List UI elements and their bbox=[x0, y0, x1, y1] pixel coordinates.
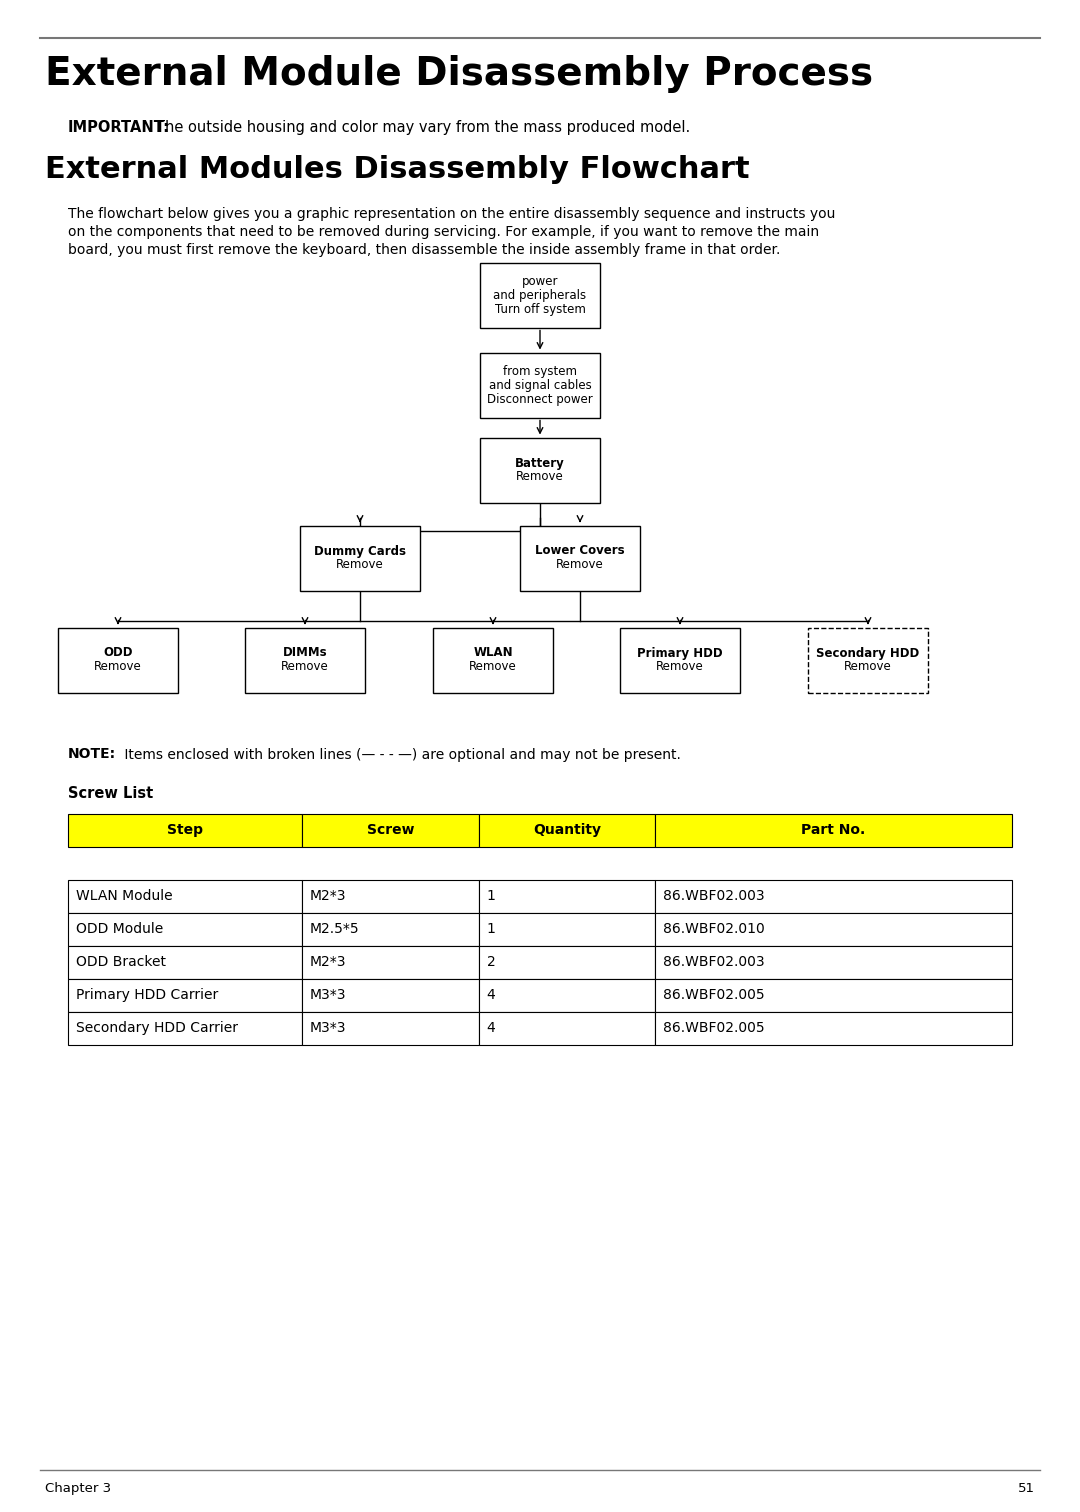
Text: External Module Disassembly Process: External Module Disassembly Process bbox=[45, 54, 873, 94]
Text: 86.WBF02.005: 86.WBF02.005 bbox=[663, 1021, 765, 1036]
Bar bbox=[519, 526, 640, 591]
Text: Part No.: Part No. bbox=[801, 823, 866, 838]
Text: 4: 4 bbox=[487, 987, 496, 1002]
Text: 1: 1 bbox=[487, 889, 496, 903]
Text: 51: 51 bbox=[1018, 1482, 1035, 1495]
Bar bbox=[656, 880, 1012, 913]
Text: ODD Module: ODD Module bbox=[76, 922, 163, 936]
Text: Screw List: Screw List bbox=[68, 786, 153, 800]
Text: WLAN Module: WLAN Module bbox=[76, 889, 173, 903]
Text: Remove: Remove bbox=[657, 661, 704, 673]
Text: board, you must first remove the keyboard, then disassemble the inside assembly : board, you must first remove the keyboar… bbox=[68, 243, 781, 257]
Text: M2*3: M2*3 bbox=[310, 956, 347, 969]
Text: Lower Covers: Lower Covers bbox=[536, 544, 625, 558]
Text: WLAN: WLAN bbox=[473, 647, 513, 659]
Text: Secondary HDD Carrier: Secondary HDD Carrier bbox=[76, 1021, 238, 1036]
Text: 2: 2 bbox=[487, 956, 496, 969]
Text: Chapter 3: Chapter 3 bbox=[45, 1482, 111, 1495]
Text: Disconnect power: Disconnect power bbox=[487, 393, 593, 405]
Text: Primary HDD Carrier: Primary HDD Carrier bbox=[76, 987, 218, 1002]
Text: Remove: Remove bbox=[281, 661, 329, 673]
Text: ODD Bracket: ODD Bracket bbox=[76, 956, 166, 969]
Bar bbox=[68, 945, 302, 978]
Bar bbox=[478, 978, 656, 1012]
Text: Remove: Remove bbox=[336, 558, 383, 572]
Text: Items enclosed with broken lines (— - - —) are optional and may not be present.: Items enclosed with broken lines (— - - … bbox=[120, 747, 680, 762]
Bar bbox=[302, 813, 478, 847]
Text: Battery: Battery bbox=[515, 457, 565, 470]
Bar bbox=[302, 978, 478, 1012]
Bar bbox=[480, 437, 600, 502]
Text: M3*3: M3*3 bbox=[310, 1021, 347, 1036]
Bar bbox=[300, 526, 420, 591]
Bar bbox=[656, 1012, 1012, 1045]
Text: Remove: Remove bbox=[94, 661, 141, 673]
Bar bbox=[68, 978, 302, 1012]
Text: Quantity: Quantity bbox=[532, 823, 600, 838]
Text: Remove: Remove bbox=[556, 558, 604, 572]
Text: Remove: Remove bbox=[469, 661, 517, 673]
Bar bbox=[302, 880, 478, 913]
Bar bbox=[620, 627, 740, 692]
Text: 86.WBF02.003: 86.WBF02.003 bbox=[663, 889, 765, 903]
Bar bbox=[480, 263, 600, 328]
Text: Secondary HDD: Secondary HDD bbox=[816, 647, 920, 659]
Text: power: power bbox=[522, 275, 558, 287]
Text: 86.WBF02.005: 86.WBF02.005 bbox=[663, 987, 765, 1002]
Text: from system: from system bbox=[503, 364, 577, 378]
Text: The flowchart below gives you a graphic representation on the entire disassembly: The flowchart below gives you a graphic … bbox=[68, 207, 835, 221]
Bar bbox=[478, 880, 656, 913]
Text: 86.WBF02.003: 86.WBF02.003 bbox=[663, 956, 765, 969]
Bar bbox=[656, 913, 1012, 945]
Bar bbox=[656, 978, 1012, 1012]
Bar bbox=[478, 913, 656, 945]
Text: Remove: Remove bbox=[845, 661, 892, 673]
Bar bbox=[302, 945, 478, 978]
Text: Screw: Screw bbox=[366, 823, 414, 838]
Text: The outside housing and color may vary from the mass produced model.: The outside housing and color may vary f… bbox=[156, 119, 690, 135]
Text: External Modules Disassembly Flowchart: External Modules Disassembly Flowchart bbox=[45, 156, 750, 184]
Text: and signal cables: and signal cables bbox=[488, 378, 592, 392]
Text: M2.5*5: M2.5*5 bbox=[310, 922, 360, 936]
Text: M3*3: M3*3 bbox=[310, 987, 347, 1002]
Bar bbox=[433, 627, 553, 692]
Text: 1: 1 bbox=[487, 922, 496, 936]
Text: Turn off system: Turn off system bbox=[495, 302, 585, 316]
Text: Primary HDD: Primary HDD bbox=[637, 647, 723, 659]
Bar bbox=[302, 913, 478, 945]
Text: NOTE:: NOTE: bbox=[68, 747, 117, 762]
Bar bbox=[656, 945, 1012, 978]
Text: 4: 4 bbox=[487, 1021, 496, 1036]
Bar bbox=[68, 913, 302, 945]
Bar bbox=[68, 813, 302, 847]
Text: Step: Step bbox=[167, 823, 203, 838]
Text: Dummy Cards: Dummy Cards bbox=[314, 544, 406, 558]
Bar bbox=[656, 813, 1012, 847]
Bar bbox=[245, 627, 365, 692]
Bar bbox=[58, 627, 178, 692]
Text: on the components that need to be removed during servicing. For example, if you : on the components that need to be remove… bbox=[68, 225, 819, 239]
Bar bbox=[808, 627, 928, 692]
Text: IMPORTANT:: IMPORTANT: bbox=[68, 119, 170, 135]
Bar bbox=[478, 945, 656, 978]
Bar bbox=[478, 1012, 656, 1045]
Bar bbox=[480, 352, 600, 417]
Bar bbox=[478, 813, 656, 847]
Bar bbox=[302, 1012, 478, 1045]
Text: 86.WBF02.010: 86.WBF02.010 bbox=[663, 922, 765, 936]
Text: Remove: Remove bbox=[516, 470, 564, 484]
Bar bbox=[68, 1012, 302, 1045]
Text: DIMMs: DIMMs bbox=[283, 647, 327, 659]
Bar bbox=[68, 880, 302, 913]
Text: and peripherals: and peripherals bbox=[494, 289, 586, 301]
Text: M2*3: M2*3 bbox=[310, 889, 347, 903]
Text: ODD: ODD bbox=[104, 647, 133, 659]
